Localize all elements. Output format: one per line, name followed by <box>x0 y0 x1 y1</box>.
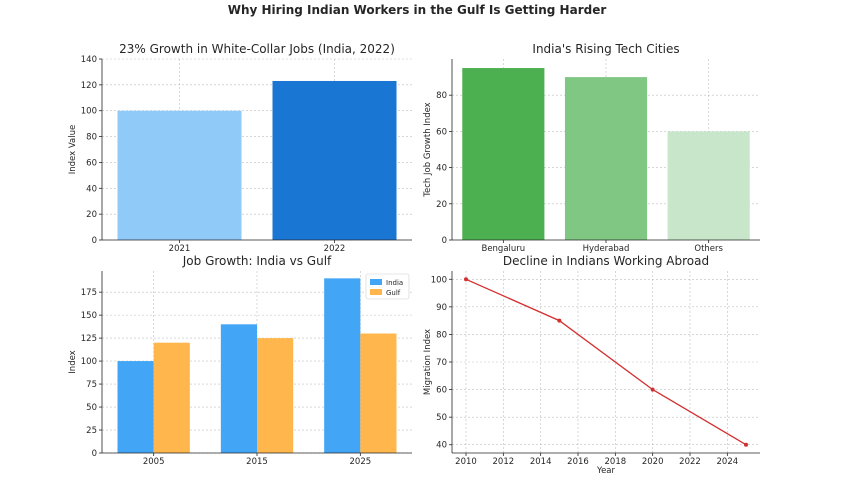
chart-panel-1: 23% Growth in White-Collar Jobs (India, … <box>68 42 412 254</box>
chart-panel-3: Job Growth: India vs Gulf 0 25 50 75 100 125 15… <box>68 254 412 467</box>
chart-title: 23% Growth in White-Collar Jobs (India, … <box>119 42 395 56</box>
y-tick-label: 80 <box>436 330 447 340</box>
chart-title: Decline in Indians Working Abroad <box>503 254 709 268</box>
y-tick-label: 60 <box>86 158 97 168</box>
bar-gulf-2025 <box>360 333 397 453</box>
y-tick-label: 0 <box>92 236 97 246</box>
x-tick-label: 2025 <box>350 457 372 467</box>
y-tick-label: 50 <box>86 403 97 413</box>
x-tick-label: Others <box>694 244 723 254</box>
y-tick-label: 125 <box>81 334 97 344</box>
x-tick-label: 2012 <box>493 457 515 467</box>
legend-swatch-gulf <box>370 289 382 295</box>
y-tick-label: 0 <box>92 449 97 459</box>
x-tick-label: 2014 <box>530 457 552 467</box>
bar-2021 <box>117 110 242 240</box>
bar-2022 <box>272 80 397 240</box>
panels: 23% Growth in White-Collar Jobs (India, … <box>68 42 760 476</box>
x-tick-label: 2021 <box>169 244 191 254</box>
series-line <box>465 278 747 446</box>
x-tick-label: 2005 <box>143 457 165 467</box>
x-tick-label: Bengaluru <box>481 244 525 254</box>
x-tick-label: 2015 <box>246 457 268 467</box>
bar-india-2005 <box>117 361 154 453</box>
x-axis-label: Year <box>596 466 616 476</box>
x-tick-label: Hyderabad <box>583 244 630 254</box>
x-tick-label: 2020 <box>642 457 664 467</box>
y-tick-label: 20 <box>436 200 447 210</box>
legend: India Gulf <box>365 273 410 300</box>
data-point-2010 <box>464 277 468 282</box>
y-tick-label: 120 <box>81 81 97 91</box>
y-tick-label: 40 <box>436 441 447 451</box>
y-tick-label: 100 <box>81 357 97 367</box>
bar-others <box>667 131 750 240</box>
y-tick-label: 80 <box>86 133 97 143</box>
y-tick-label: 40 <box>436 164 447 174</box>
data-point-2015 <box>557 318 562 323</box>
y-tick-label: 175 <box>81 288 97 298</box>
x-tick-label: 2024 <box>717 457 739 467</box>
y-tick-label: 60 <box>436 127 447 137</box>
x-tick-label: 2010 <box>455 457 477 467</box>
figure-title: Why Hiring Indian Workers in the Gulf Is… <box>228 3 607 17</box>
legend-label-india: India <box>386 279 403 287</box>
bar-hyderabad <box>564 77 648 240</box>
x-tick-label: 2022 <box>324 244 346 254</box>
chart-panel-2: India's Rising Tech Cities 0 20 40 60 80Tech … <box>423 42 760 254</box>
bar-gulf-2005 <box>153 342 190 453</box>
y-tick-label: 20 <box>86 210 97 220</box>
y-axis-label: Index <box>68 350 78 373</box>
y-tick-label: 50 <box>436 413 447 423</box>
y-tick-label: 70 <box>436 358 447 368</box>
legend-swatch-india <box>370 279 382 285</box>
y-tick-label: 80 <box>436 91 447 101</box>
bar-gulf-2015 <box>257 338 294 453</box>
chart-title: India's Rising Tech Cities <box>532 42 679 56</box>
y-axis-label: Index Value <box>68 125 78 174</box>
chart-panel-4: Decline in Indians Working Abroad 40 50 60 7… <box>423 254 760 476</box>
y-axis-label: Tech Job Growth Index <box>423 102 433 197</box>
y-tick-label: 25 <box>86 426 97 436</box>
bar-india-2025 <box>324 278 361 453</box>
data-point-2025 <box>744 442 748 447</box>
y-tick-label: 140 <box>81 55 97 65</box>
bar-bengaluru <box>462 68 545 240</box>
y-tick-label: 40 <box>86 184 97 194</box>
x-tick-label: 2016 <box>567 457 589 467</box>
y-axis-label: Migration Index <box>423 329 433 395</box>
y-tick-label: 90 <box>436 303 447 313</box>
data-point-2020 <box>650 387 655 392</box>
bar-india-2015 <box>220 324 257 453</box>
legend-label-gulf: Gulf <box>386 289 401 297</box>
x-tick-label: 2022 <box>679 457 701 467</box>
y-tick-label: 0 <box>442 236 447 246</box>
x-tick-label: 2018 <box>605 457 627 467</box>
chart-title: Job Growth: India vs Gulf <box>182 254 332 268</box>
y-tick-label: 100 <box>431 275 447 285</box>
y-tick-label: 75 <box>86 380 97 390</box>
y-tick-label: 100 <box>81 107 97 117</box>
y-tick-label: 60 <box>436 386 447 396</box>
y-tick-label: 150 <box>81 311 97 321</box>
